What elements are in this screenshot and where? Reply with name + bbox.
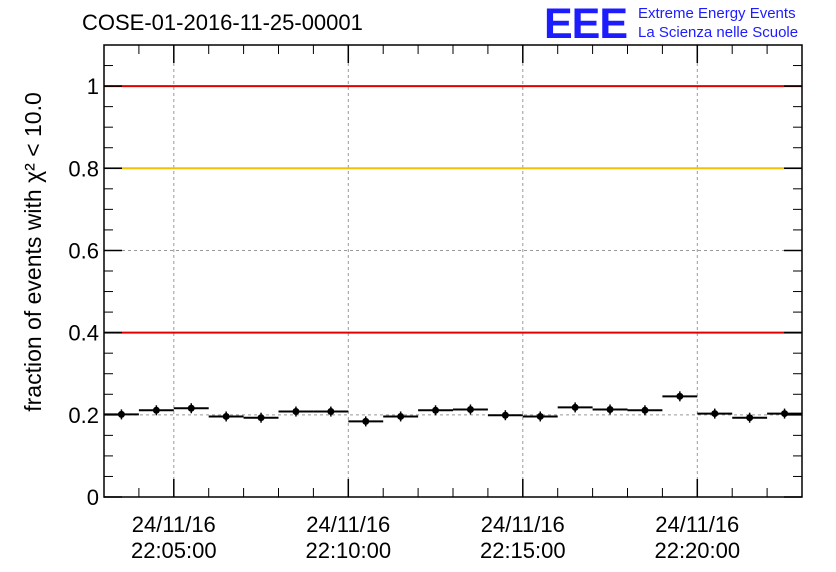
data-points — [104, 391, 802, 427]
point-marker — [781, 410, 789, 418]
grid-lines — [104, 45, 802, 497]
y-axis-title: fraction of events with χ² < 10.0 — [20, 92, 46, 412]
x-axis-ticks: 24/11/1622:05:0024/11/1622:10:0024/11/16… — [103, 45, 803, 563]
data-point — [243, 412, 279, 423]
logo-text-line2: La Scienza nelle Scuole — [638, 24, 799, 41]
data-point — [348, 416, 384, 427]
point-marker — [536, 412, 544, 420]
y-tick-label: 0.2 — [68, 403, 99, 428]
y-tick-label: 0.6 — [68, 238, 99, 263]
x-tick-time: 22:20:00 — [654, 538, 740, 563]
data-point — [383, 411, 419, 422]
point-marker — [292, 408, 300, 416]
data-point — [662, 391, 698, 402]
data-point — [278, 406, 314, 417]
data-point — [732, 412, 768, 423]
point-marker — [641, 406, 649, 414]
data-point — [592, 404, 628, 415]
y-axis-ticks: 0 0.2 0.4 0.6 0.8 1 — [68, 65, 802, 510]
y-tick-label: 0.8 — [68, 156, 99, 181]
x-tick-date: 24/11/16 — [481, 512, 565, 537]
data-point — [313, 406, 349, 417]
point-marker — [257, 414, 265, 422]
x-tick-time: 22:05:00 — [131, 538, 217, 563]
point-marker — [327, 408, 335, 416]
point-marker — [501, 411, 509, 419]
data-point — [418, 405, 453, 416]
point-marker — [362, 417, 370, 425]
data-point — [138, 405, 174, 416]
x-tick-time: 22:15:00 — [480, 538, 566, 563]
data-point — [557, 402, 593, 413]
logo-mark: EEE — [544, 0, 628, 48]
y-axis-label: fraction of events with χ² < 10.0 — [20, 92, 46, 412]
data-point — [767, 408, 802, 419]
y-tick-label: 1 — [87, 74, 99, 99]
chart-title: COSE-01-2016-11-25-00001 — [82, 10, 363, 35]
x-tick-date: 24/11/16 — [655, 512, 739, 537]
data-point — [453, 404, 488, 415]
point-marker — [397, 412, 405, 420]
point-marker — [606, 405, 614, 413]
reference-lines — [104, 85, 802, 334]
y-tick-label: 0.4 — [68, 321, 99, 346]
point-marker — [571, 403, 579, 411]
point-marker — [432, 406, 440, 414]
point-marker — [187, 404, 195, 412]
y-tick-label: 0 — [87, 485, 99, 510]
data-point — [487, 410, 523, 421]
data-point — [522, 411, 558, 422]
data-point — [173, 403, 209, 414]
data-point — [627, 405, 663, 416]
point-marker — [466, 405, 474, 413]
data-point — [697, 408, 733, 419]
x-tick-date: 24/11/16 — [306, 512, 390, 537]
point-marker — [676, 392, 684, 400]
logo-text-line1: Extreme Energy Events — [638, 5, 796, 22]
point-marker — [152, 406, 160, 414]
data-point — [208, 411, 244, 422]
x-tick-time: 22:10:00 — [305, 538, 391, 563]
point-marker — [746, 414, 754, 422]
point-marker — [711, 410, 719, 418]
point-marker — [222, 412, 230, 420]
x-tick-date: 24/11/16 — [132, 512, 216, 537]
